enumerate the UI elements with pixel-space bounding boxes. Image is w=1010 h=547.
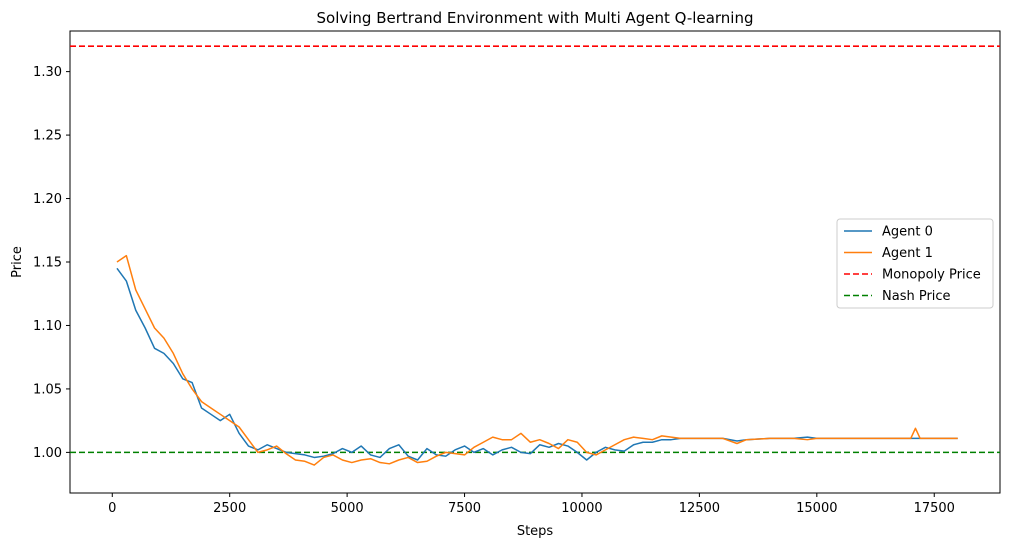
y-tick-label: 1.10 bbox=[33, 319, 62, 334]
y-tick-label: 1.20 bbox=[33, 192, 62, 207]
y-axis-ticks: 1.00 1.05 1.10 1.15 1.20 1.25 1.30 bbox=[33, 65, 70, 461]
legend-label: Nash Price bbox=[882, 289, 951, 304]
x-axis-label: Steps bbox=[517, 524, 554, 539]
x-tick-label: 0 bbox=[108, 501, 116, 516]
x-tick-label: 12500 bbox=[679, 501, 720, 516]
x-tick-label: 5000 bbox=[331, 501, 364, 516]
reference-lines bbox=[70, 45, 1000, 454]
series-line-agent-0 bbox=[116, 267, 958, 461]
y-axis-label: Price bbox=[10, 246, 25, 278]
x-tick-label: 7500 bbox=[448, 501, 481, 516]
series-lines bbox=[116, 254, 958, 466]
chart-title: Solving Bertrand Environment with Multi … bbox=[317, 9, 754, 27]
y-tick-label: 1.25 bbox=[33, 129, 62, 144]
y-tick-label: 1.30 bbox=[33, 65, 62, 80]
y-tick-label: 1.00 bbox=[33, 446, 62, 461]
x-tick-label: 10000 bbox=[561, 501, 602, 516]
legend-label: Agent 1 bbox=[882, 246, 933, 261]
legend-label: Agent 0 bbox=[882, 225, 933, 240]
x-tick-label: 15000 bbox=[796, 501, 837, 516]
legend-box bbox=[836, 218, 994, 309]
y-tick-label: 1.05 bbox=[33, 382, 62, 397]
x-tick-label: 17500 bbox=[914, 501, 955, 516]
legend-label: Monopoly Price bbox=[882, 268, 981, 283]
legend: Agent 0 Agent 1 Monopoly Price Nash Price bbox=[836, 218, 994, 309]
x-axis-ticks: 0 2500 5000 7500 10000 12500 15000 17500 bbox=[108, 493, 955, 516]
y-tick-label: 1.15 bbox=[33, 256, 62, 271]
series-line-agent-1 bbox=[116, 254, 958, 466]
x-tick-label: 2500 bbox=[213, 501, 246, 516]
